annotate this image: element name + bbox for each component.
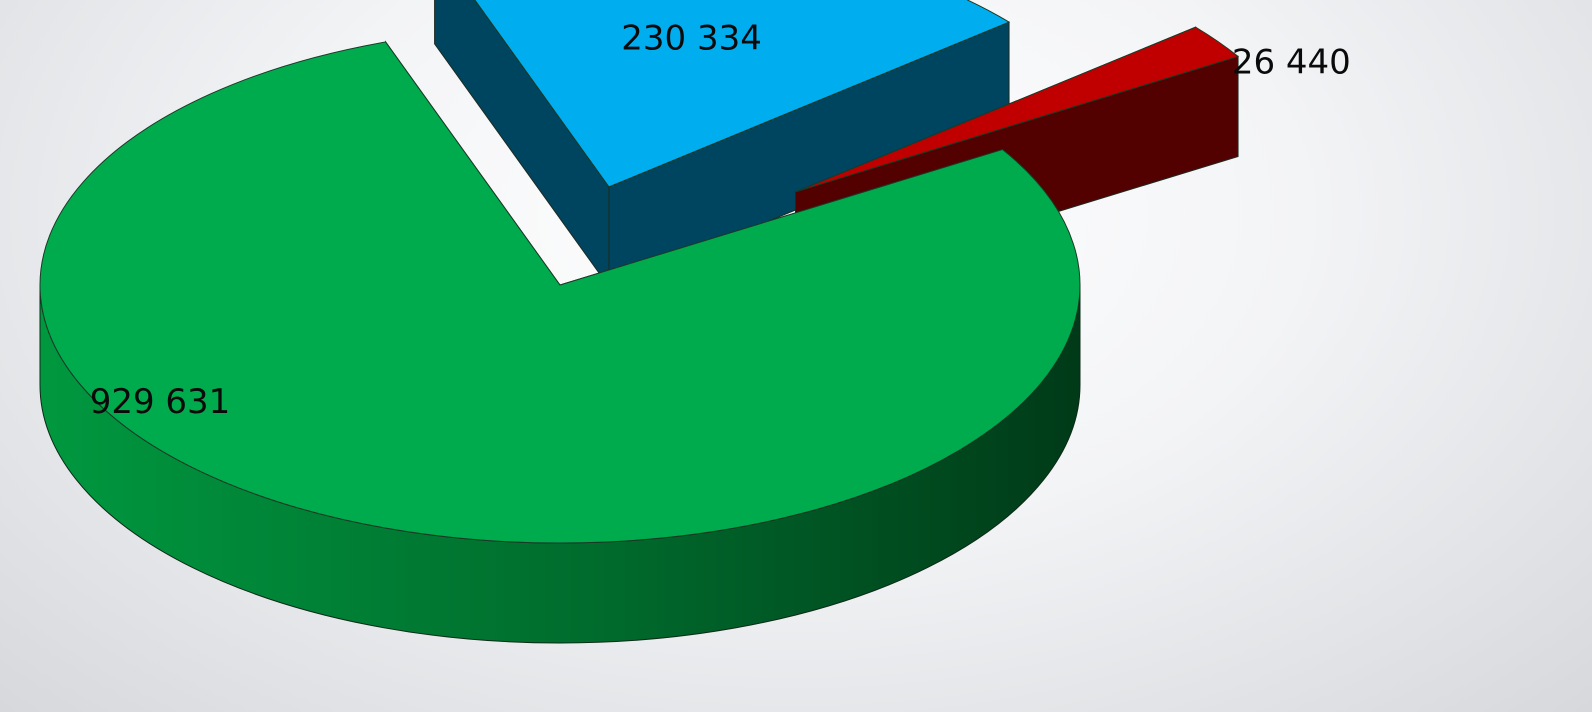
labels-layer: 929 631 230 334 26 440	[90, 19, 1351, 422]
pie-slice-top	[39, 41, 1081, 544]
pie-slice-1	[434, 0, 1011, 289]
pie-slice-top	[795, 26, 1240, 193]
pie-slice-top	[474, 0, 1011, 188]
pie-slice-0	[39, 40, 1081, 644]
slices-layer	[39, 0, 1240, 644]
data-label: 230 334	[621, 19, 762, 59]
data-label: 929 631	[90, 382, 231, 422]
data-label: 26 440	[1232, 42, 1351, 82]
